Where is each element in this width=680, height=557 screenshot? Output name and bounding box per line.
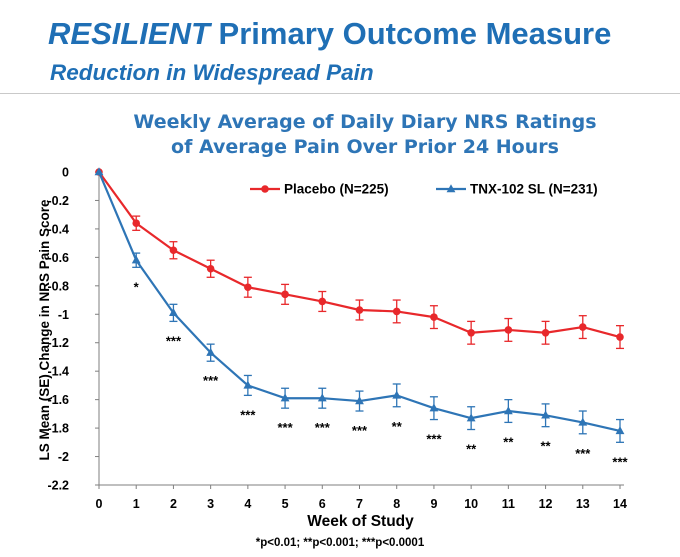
data-point	[615, 426, 625, 435]
data-point	[318, 297, 327, 306]
significance-label: ***	[240, 407, 256, 422]
y-tick-label: -0.2	[47, 194, 69, 208]
x-tick-label: 13	[576, 497, 590, 511]
data-point	[355, 306, 364, 314]
data-point	[392, 307, 401, 316]
data-point	[243, 380, 253, 389]
legend-label-2: TNX-102 SL (N=231)	[470, 182, 598, 197]
x-tick-label: 12	[539, 497, 553, 511]
x-tick-label: 3	[207, 497, 214, 511]
significance-label: ***	[203, 373, 219, 388]
study-name: RESILIENT	[48, 16, 210, 51]
slide-title: RESILIENT Primary Outcome Measure	[48, 16, 611, 52]
legend-marker-2	[446, 184, 456, 193]
x-tick-label: 8	[393, 497, 400, 511]
line-chart: 0 -0.2 -0.4 -0.6 -0.8 -1 -1.2 -1.4 -1.6 -1.8 -2 -2.…	[37, 166, 629, 531]
data-point	[541, 328, 550, 337]
data-point	[169, 308, 178, 317]
data-point	[244, 283, 252, 292]
y-tick-label: -1.2	[47, 336, 69, 350]
significance-label: **	[503, 434, 514, 449]
data-point	[503, 406, 513, 415]
x-tick-label: 14	[613, 497, 627, 511]
x-tick-label: 9	[430, 497, 437, 511]
data-point	[206, 347, 216, 356]
y-tick-label: -2	[58, 450, 69, 464]
data-point	[131, 255, 141, 264]
chart-title-line-1: Weekly Average of Daily Diary NRS Rating…	[133, 111, 597, 133]
x-tick-label: 11	[502, 497, 515, 511]
significance-label: ***	[166, 333, 182, 348]
significance-label: ***	[426, 432, 442, 447]
significance-label: ***	[612, 454, 628, 469]
y-tick-label: -0.4	[47, 222, 69, 236]
x-tick-label: 2	[170, 497, 177, 511]
y-tick-label: -0.8	[47, 279, 69, 293]
legend-marker-1	[261, 185, 269, 193]
slide-subtitle: Reduction in Widespread Pain	[50, 60, 374, 85]
data-point	[429, 403, 439, 412]
data-point	[430, 313, 438, 321]
x-tick-label: 5	[282, 497, 289, 511]
chart-title: Weekly Average of Daily Diary NRS Rating…	[100, 110, 630, 160]
data-point	[206, 264, 215, 273]
x-tick-label: 1	[133, 497, 140, 511]
data-point	[466, 413, 476, 422]
significance-label: **	[466, 442, 477, 457]
y-tick-label: 0	[62, 166, 69, 180]
x-tick-label: 7	[356, 497, 363, 511]
y-tick-label: -2.2	[47, 479, 69, 493]
data-point	[280, 393, 290, 402]
title-divider	[0, 93, 680, 94]
data-point	[317, 393, 327, 402]
data-point	[467, 328, 475, 337]
data-point	[578, 417, 588, 426]
data-point	[504, 326, 513, 334]
data-point	[616, 333, 624, 341]
x-axis-title: Week of Study	[307, 513, 414, 530]
significance-label: ***	[575, 446, 591, 461]
title-rest: Primary Outcome Measure	[218, 16, 612, 51]
y-tick-label: -1.6	[47, 393, 69, 407]
significance-label: ***	[277, 420, 293, 435]
data-point	[355, 396, 364, 405]
data-point	[392, 390, 402, 399]
x-tick-label: 0	[96, 497, 103, 511]
significance-footnote: *p<0.01; **p<0.001; ***p<0.0001	[255, 537, 425, 549]
x-tick-label: 6	[319, 497, 326, 511]
y-tick-label: -1.8	[47, 422, 69, 436]
data-point	[169, 246, 178, 255]
data-point	[541, 410, 550, 419]
y-tick-label: -0.6	[47, 251, 69, 265]
significance-label: **	[392, 419, 403, 434]
chart-title-line-2: of Average Pain Over Prior 24 Hours	[171, 136, 559, 158]
significance-label: *	[134, 279, 140, 294]
data-point	[281, 290, 289, 299]
significance-label: ***	[315, 420, 331, 435]
y-axis-title: LS Mean (SE) Change in NRS Pain Score	[37, 199, 52, 461]
significance-label: ***	[352, 423, 368, 438]
significance-label: **	[541, 439, 552, 454]
y-tick-label: -1.4	[47, 365, 69, 379]
x-tick-label: 10	[464, 497, 478, 511]
legend-label-1: Placebo (N=225)	[284, 182, 389, 197]
data-point	[578, 323, 587, 331]
x-tick-label: 4	[244, 497, 251, 511]
y-tick-label: -1	[58, 308, 69, 322]
data-point	[132, 219, 141, 228]
data-point	[94, 167, 104, 176]
